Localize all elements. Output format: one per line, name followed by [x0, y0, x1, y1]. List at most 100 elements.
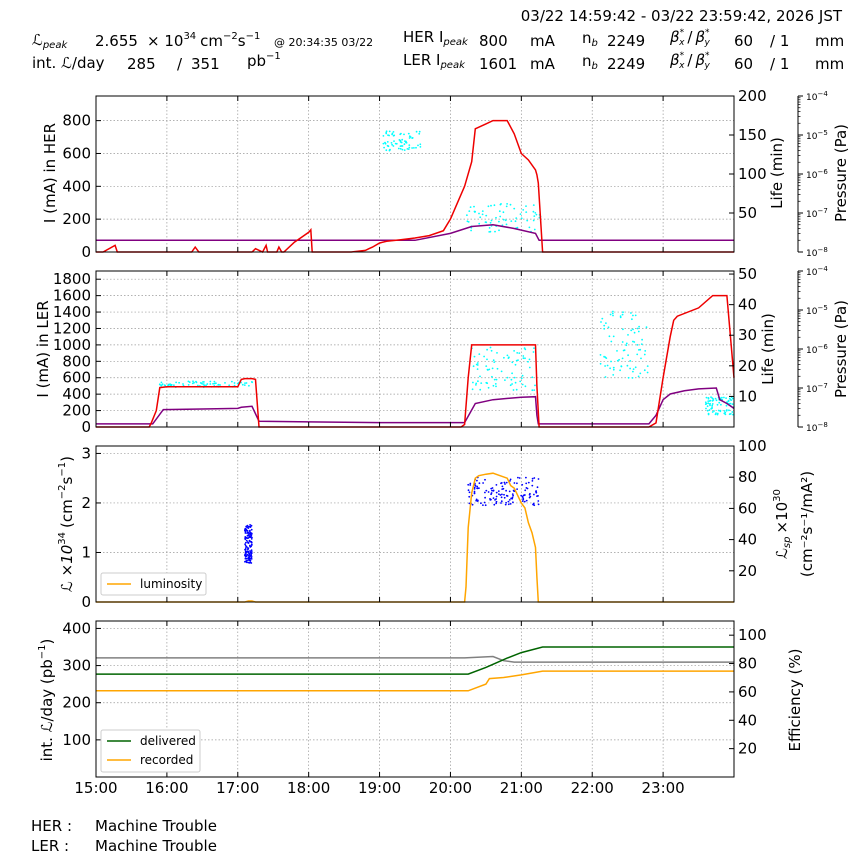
her-life-point: [532, 210, 535, 213]
her-life-point: [400, 132, 402, 135]
her-life-point: [500, 203, 502, 205]
lsp-point: [251, 533, 253, 535]
lsp-point: [244, 538, 247, 541]
intlumi-y2label: Efficiency (%): [786, 649, 804, 752]
intl-slash: /: [177, 55, 183, 73]
ler-life-point: [616, 359, 619, 362]
lsp-point: [249, 550, 251, 552]
ler-life-point: [605, 357, 608, 359]
lsp-point: [482, 482, 484, 484]
y2-tick-label: 50: [738, 265, 757, 283]
y-tick-label: 800: [62, 352, 91, 370]
ler-life-point: [704, 401, 707, 404]
ler-life-point: [619, 369, 621, 372]
ler-life-point: [217, 383, 220, 386]
pressure-tick-label: 10−7: [806, 382, 828, 395]
lsp-point: [247, 525, 250, 528]
ler-life-point: [728, 409, 730, 412]
lsp-point: [521, 500, 524, 502]
ler-life-point: [496, 367, 499, 370]
ler-life-point: [518, 352, 521, 354]
her-life-point: [522, 209, 525, 211]
lsp-point: [536, 486, 539, 489]
ler-life-point: [492, 359, 495, 362]
y-tick-label: 400: [62, 619, 91, 637]
her-life-point: [403, 133, 405, 136]
her-life-point: [498, 220, 500, 223]
ler-life-point: [610, 340, 613, 343]
ler-life-point: [209, 383, 212, 385]
y-tick-label: 3: [81, 444, 91, 462]
lsp-point: [469, 484, 472, 486]
ler-life-point: [719, 410, 722, 413]
ler-life-point: [513, 376, 516, 379]
plot-frame: [95, 270, 735, 428]
lsp-point: [483, 501, 486, 504]
ler-life-point: [472, 365, 475, 368]
ler-life-point: [506, 354, 509, 357]
lsp-point: [248, 535, 251, 538]
y2-tick-label: 80: [738, 655, 757, 673]
ler-life-point: [160, 384, 163, 387]
ler-life-point: [513, 350, 515, 352]
lsp-point: [250, 562, 253, 564]
ler-life-point: [625, 342, 628, 345]
lsp-point: [531, 484, 534, 487]
ler-life-point: [622, 311, 624, 314]
lpeak-label: ℒpeak: [32, 31, 68, 51]
pressure-tick-label: 10−7: [806, 207, 828, 220]
ler-life-point: [618, 358, 620, 361]
ler-life-point: [206, 383, 209, 385]
y2-tick-label: 200: [738, 87, 767, 105]
her-life-point: [419, 146, 422, 148]
ler-life-point: [492, 384, 495, 387]
ler-life-point: [714, 397, 717, 400]
her-life-point: [390, 142, 393, 144]
ler-life-point: [479, 375, 481, 378]
lsp-point: [248, 539, 251, 542]
ler-life-point: [178, 381, 181, 384]
ler-life-point: [495, 378, 498, 381]
her-life-point: [388, 130, 391, 133]
ler-life-point: [534, 384, 536, 387]
ler-life-point: [731, 403, 734, 405]
her-life-point: [505, 205, 508, 208]
lsp-point: [525, 499, 528, 502]
ler-life-point: [725, 409, 728, 412]
her-life-point: [485, 214, 488, 217]
plot-frame: [95, 95, 735, 253]
lumi-legend-label: luminosity: [140, 577, 202, 591]
ler-life-point: [707, 402, 710, 405]
lumi-y2label-unit: (cm⁻²s⁻¹/mA²): [798, 471, 816, 577]
pressure-tick-label: 10−5: [806, 304, 828, 317]
lsp-point: [249, 559, 252, 562]
ler-life-point: [625, 344, 628, 347]
her-life-point: [387, 134, 389, 137]
lsp-point: [522, 498, 525, 501]
ler-life-point: [471, 388, 474, 391]
ler-life-point: [475, 384, 477, 386]
delivered-line: [96, 646, 734, 675]
her-life-point: [534, 212, 537, 214]
lpeak-value: 2.655: [95, 32, 138, 50]
ler-life-point: [511, 361, 514, 364]
lsp-point: [516, 488, 518, 490]
lsp-point: [505, 494, 508, 497]
ler-life-point: [475, 382, 478, 385]
lsp-point: [473, 490, 476, 493]
ler-life-point: [730, 399, 733, 401]
ler-life-point: [645, 326, 648, 329]
lsp-point: [249, 535, 252, 538]
ler-life-point: [711, 397, 714, 399]
lumi-ylabel: ℒ ×1034(cm−2s−1): [57, 456, 76, 592]
ler-life-point: [487, 386, 490, 389]
ler-life-point: [632, 370, 634, 373]
lsp-point: [476, 485, 479, 488]
y-tick-label: 0: [81, 593, 91, 611]
lsp-point: [531, 477, 534, 480]
her-life-point: [403, 143, 406, 146]
lsp-point: [251, 536, 253, 539]
her-life-point: [481, 210, 484, 213]
ler-life-point: [516, 352, 519, 354]
lsp-point: [504, 483, 506, 485]
